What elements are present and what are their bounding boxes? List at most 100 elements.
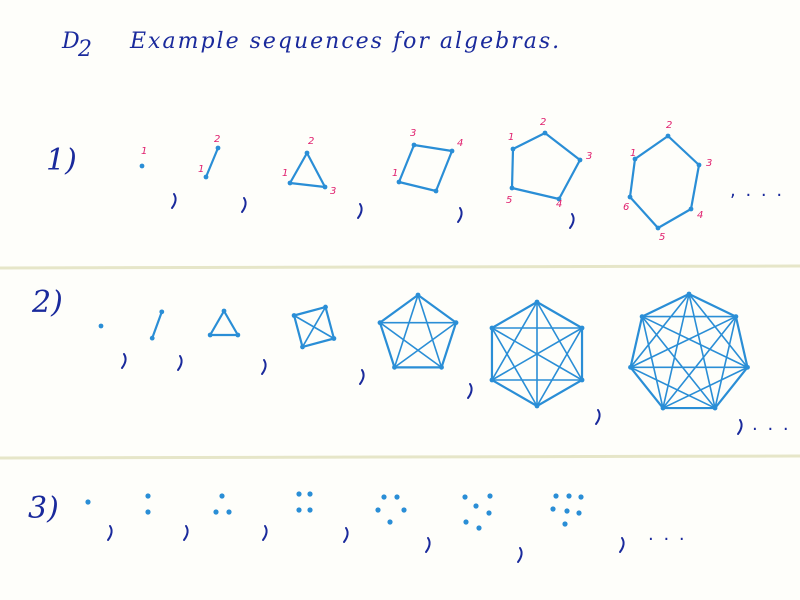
vertex <box>534 403 540 409</box>
vertex <box>396 179 402 185</box>
graph-edge <box>629 366 716 409</box>
vertex-label: 2 <box>540 117 546 128</box>
dot <box>394 494 400 500</box>
vertex <box>534 299 540 305</box>
title-subscript: 2 <box>77 37 94 62</box>
vertex-label: 4 <box>697 210 703 221</box>
vertex <box>453 320 459 326</box>
vertex <box>304 150 310 156</box>
vertex <box>745 364 750 370</box>
row-2-comma-2 <box>177 355 183 371</box>
dot <box>486 510 492 516</box>
graph-edge <box>535 300 584 330</box>
graph-edge <box>393 321 457 369</box>
dot <box>226 509 232 515</box>
vertex <box>411 142 417 148</box>
vertex-label: 5 <box>659 232 665 243</box>
vertex <box>686 291 692 297</box>
dot-set-6 <box>462 493 493 531</box>
row-1-comma-3 <box>357 203 363 219</box>
graph-edge <box>535 378 584 408</box>
dot <box>566 493 572 499</box>
row-3-comma-1 <box>107 525 113 541</box>
dot-set-7 <box>550 493 584 527</box>
dot <box>85 499 91 505</box>
polygon-1: 1 <box>139 146 147 169</box>
vertex <box>392 364 397 370</box>
vertex <box>377 320 383 326</box>
vertex-label: 1 <box>630 148 636 159</box>
dot <box>476 525 482 531</box>
polygon-edge <box>397 143 454 193</box>
vertex-label: 1 <box>508 132 514 143</box>
row-2-complete-graphs <box>98 291 750 411</box>
polygon-6: 1 2 3 4 5 6 <box>623 120 712 243</box>
graph-edge <box>714 315 737 409</box>
vertex-label: 1 <box>141 146 147 157</box>
vertex <box>221 308 227 314</box>
title-main: D <box>61 29 82 54</box>
vertex <box>322 184 328 190</box>
graph-edge <box>416 293 458 324</box>
graph-edge <box>713 366 749 410</box>
row-1-ellipsis: , . . . <box>730 180 784 201</box>
graph-edge <box>662 315 737 409</box>
vertex <box>98 323 104 329</box>
dot <box>307 507 313 513</box>
commas <box>107 193 743 563</box>
row-2-comma-6 <box>595 409 601 425</box>
graph-edge <box>324 305 336 340</box>
graph-edge <box>687 292 738 318</box>
graph-edge <box>640 292 691 318</box>
complete-graph-2 <box>149 309 165 341</box>
graph-edge <box>662 366 749 409</box>
vertex-label: 2 <box>214 134 220 145</box>
dot-set-4 <box>296 491 313 513</box>
vertex <box>207 332 213 338</box>
row-1-comma-5 <box>569 213 575 229</box>
row-label-3: 3) <box>28 491 59 526</box>
graph-edge <box>491 327 583 381</box>
dot <box>578 494 584 500</box>
polygon-5: 1 2 3 4 5 <box>506 117 592 210</box>
vertex <box>579 377 585 383</box>
polygon-edge <box>204 146 220 179</box>
row-3-comma-5 <box>425 537 431 553</box>
vertex-label: 2 <box>666 120 672 131</box>
row-3-comma-6 <box>517 547 523 563</box>
dot <box>381 494 387 500</box>
vertex <box>542 130 548 136</box>
vertex <box>655 225 661 231</box>
graph-edge <box>417 294 443 369</box>
vertex-label: 3 <box>586 151 592 162</box>
dot <box>401 507 407 513</box>
graph-edge <box>490 378 539 408</box>
vertex <box>509 185 515 191</box>
vertex-label: 1 <box>198 164 204 175</box>
row-label-1: 1) <box>46 143 77 178</box>
dot-set-1 <box>85 499 91 505</box>
row-2-comma-3 <box>261 359 267 375</box>
complete-graph-4 <box>291 304 337 350</box>
vertex <box>433 188 439 194</box>
complete-graph-6 <box>489 299 585 409</box>
row-3-ellipsis: . . . <box>648 524 687 545</box>
dot <box>145 509 151 515</box>
vertex <box>300 344 305 350</box>
graph-edge <box>292 314 304 349</box>
row-1-comma-4 <box>457 207 463 223</box>
dot <box>145 493 151 499</box>
complete-graph-1 <box>98 323 104 329</box>
row-separator-1 <box>0 264 800 270</box>
vertex <box>203 174 209 180</box>
row-3-comma-3 <box>262 525 268 541</box>
vertex-label: 1 <box>282 168 288 179</box>
complete-graph-7 <box>628 291 750 411</box>
graph-edge <box>222 309 239 337</box>
row-3-comma-7 <box>619 537 625 553</box>
dot <box>296 507 302 513</box>
polygon-edge <box>628 134 701 230</box>
graph-edge <box>629 293 690 369</box>
vertex <box>696 162 702 168</box>
